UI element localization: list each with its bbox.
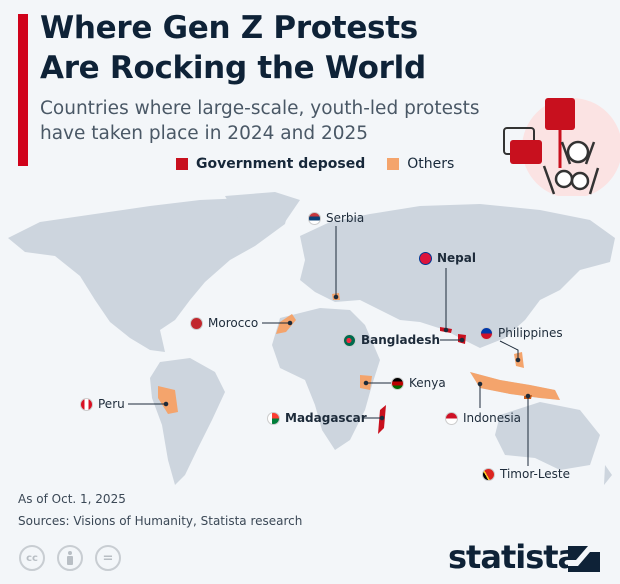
country-name: Bangladesh [361, 333, 441, 347]
country-name: Philippines [498, 326, 563, 340]
sources: Sources: Visions of Humanity, Statista r… [18, 514, 303, 528]
nepal-flag-icon [419, 251, 432, 265]
label-timor-leste: Timor-Leste [482, 467, 570, 481]
serbia-flag-icon [308, 211, 321, 225]
country-name: Peru [98, 397, 125, 411]
subtitle-line-1: Countries where large-scale, youth-led p… [40, 98, 480, 119]
country-name: Serbia [326, 211, 365, 225]
country-name: Timor-Leste [500, 467, 571, 481]
title-line-1: Where Gen Z Protests [40, 10, 418, 46]
new-zealand [604, 465, 612, 485]
legend-swatch-others [387, 158, 400, 170]
legend-label-deposed: Government deposed [196, 156, 366, 172]
label-madagascar: Madagascar [267, 411, 367, 425]
kenya-flag-icon [391, 376, 404, 390]
statista-logo-icon [568, 546, 600, 572]
australia [495, 402, 600, 470]
as-of-date: As of Oct. 1, 2025 [18, 492, 126, 506]
protest-illustration-icon [503, 98, 620, 196]
label-kenya: Kenya [391, 376, 446, 390]
title-line-2: Are Rocking the World [40, 50, 426, 86]
indonesia-flag-icon [445, 411, 458, 425]
statista-logo[interactable]: statista [448, 538, 579, 576]
country-name: Nepal [437, 251, 476, 265]
south-america [150, 358, 225, 485]
by-icon[interactable] [57, 545, 83, 571]
label-bangladesh: Bangladesh [343, 333, 440, 347]
subtitle: Countries where large-scale, youth-led p… [40, 96, 480, 146]
timor-leste-flag-icon [482, 467, 495, 481]
country-morocco [276, 314, 296, 334]
bangladesh-flag-icon [343, 333, 356, 347]
philippines-flag-icon [480, 326, 493, 340]
label-morocco: Morocco [190, 316, 258, 330]
label-philippines: Philippines [480, 326, 563, 340]
europe-asia [300, 204, 615, 348]
label-nepal: Nepal [419, 251, 476, 265]
morocco-flag-icon [190, 316, 203, 330]
madagascar-flag-icon [267, 411, 280, 425]
label-peru: Peru [80, 397, 125, 411]
label-indonesia: Indonesia [445, 411, 521, 425]
world-map [8, 192, 615, 485]
legend-label-others: Others [407, 156, 455, 172]
brand-name: statista [448, 538, 579, 576]
nd-icon[interactable]: = [95, 545, 121, 571]
page-title: Where Gen Z Protests Are Rocking the Wor… [40, 8, 426, 88]
country-peru [158, 386, 178, 414]
country-name: Morocco [208, 316, 259, 330]
country-indonesia [470, 372, 560, 400]
country-name: Madagascar [285, 411, 367, 425]
north-america [8, 198, 290, 352]
legend-swatch-deposed [176, 158, 188, 170]
peru-flag-icon [80, 397, 93, 411]
cc-text: cc [26, 552, 38, 564]
label-serbia: Serbia [308, 211, 364, 225]
country-name: Indonesia [463, 411, 522, 425]
legend: Government deposed Others [176, 156, 454, 172]
country-name: Kenya [409, 376, 446, 390]
greenland [225, 192, 300, 232]
cc-icon[interactable]: cc [19, 545, 45, 571]
nd-text: = [102, 550, 114, 566]
subtitle-line-2: have taken place in 2024 and 2025 [40, 123, 369, 144]
title-accent-bar [18, 14, 28, 166]
